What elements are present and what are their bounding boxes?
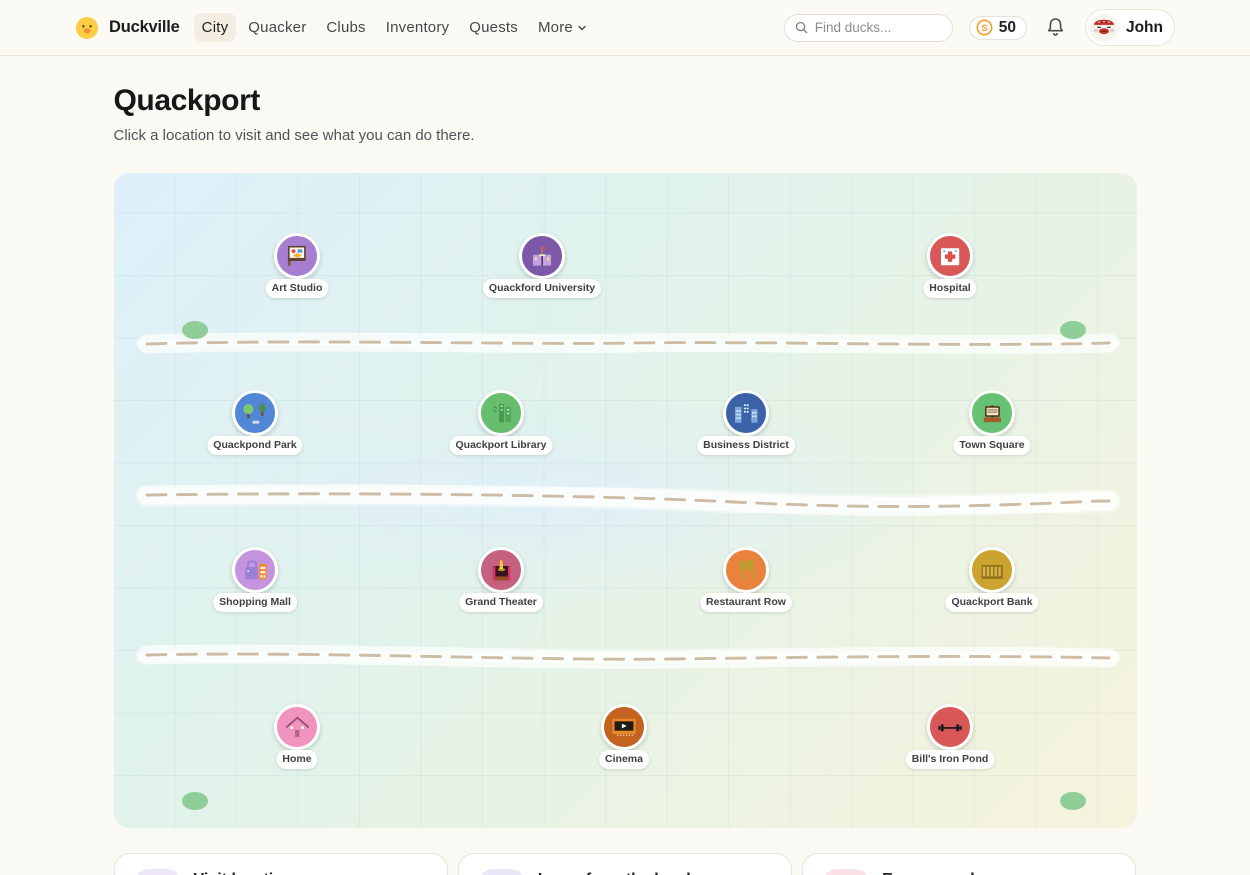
- svg-text:S: S: [981, 23, 987, 33]
